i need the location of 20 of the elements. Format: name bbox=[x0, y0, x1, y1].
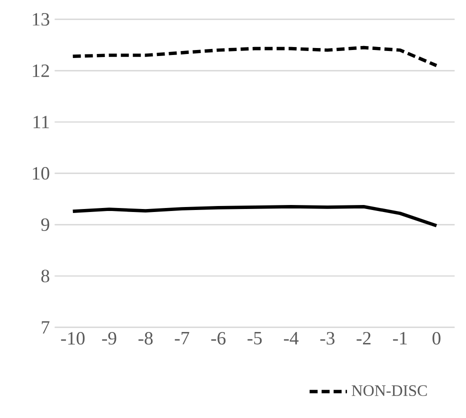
x-tick-label: -1 bbox=[393, 332, 407, 344]
x-tick-label: -3 bbox=[320, 332, 334, 345]
x-tick-label: -4 bbox=[284, 332, 299, 344]
x-tick-label: -5 bbox=[248, 332, 262, 344]
y-tick-label: 11 bbox=[34, 116, 49, 128]
x-tick-label: -8 bbox=[138, 332, 153, 345]
x-tick-label: -2 bbox=[356, 332, 371, 344]
y-tick-label: 13 bbox=[32, 13, 50, 26]
legend-label: NON-DISC bbox=[352, 385, 427, 396]
y-tick-label: 12 bbox=[32, 64, 49, 77]
x-tick-label: -9 bbox=[102, 332, 116, 345]
y-tick-label: 10 bbox=[32, 167, 50, 180]
line-series bbox=[71, 205, 438, 228]
x-tick-label: -6 bbox=[211, 332, 226, 345]
x-tick-label: -7 bbox=[174, 332, 190, 344]
x-tick-label: -10 bbox=[61, 332, 85, 345]
y-tick-label: 7 bbox=[42, 321, 50, 334]
x-tick-label: 0 bbox=[432, 332, 440, 345]
y-tick-label: 8 bbox=[41, 270, 50, 282]
y-tick-label: 9 bbox=[41, 218, 50, 231]
